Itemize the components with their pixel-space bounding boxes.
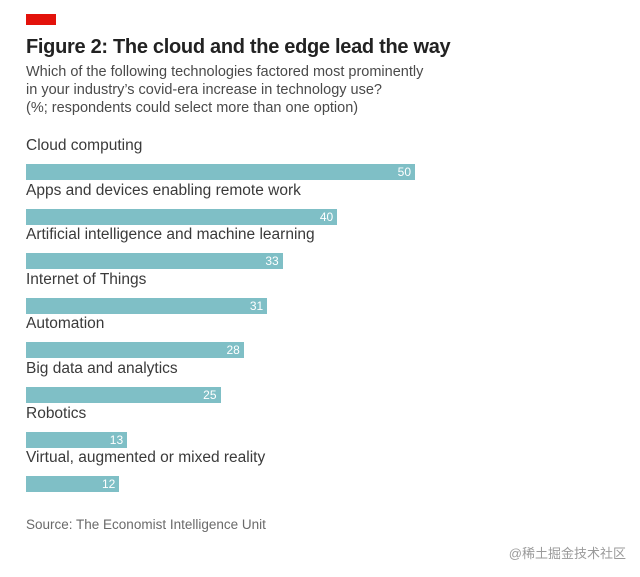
chart-title: Figure 2: The cloud and the edge lead th… (26, 36, 451, 58)
bar-value-label: 31 (249, 298, 264, 313)
bar-value-label: 25 (203, 388, 217, 402)
bar-value-label: 12 (102, 477, 116, 492)
source-note: Source: The Economist Intelligence Unit (26, 517, 266, 532)
subtitle-line-2: in your industry’s covid-era increase in… (26, 82, 382, 98)
bar: 50 (26, 164, 415, 180)
subtitle-line-1: Which of the following technologies fact… (26, 64, 424, 80)
category-label: Virtual, augmented or mixed reality (26, 449, 266, 467)
category-label: Artificial intelligence and machine lear… (26, 226, 315, 244)
bar: 31 (26, 297, 268, 314)
bar: 13 (26, 431, 128, 448)
bar: 12 (26, 476, 120, 493)
watermark: @稀土掘金技术社区 (508, 546, 626, 561)
chart-subtitle: Which of the following technologies fact… (26, 63, 446, 117)
bar-value-label: 33 (265, 254, 279, 269)
brand-red-tag (26, 14, 56, 25)
bar-value-label: 40 (319, 209, 334, 224)
bar: 28 (26, 342, 244, 359)
category-label: Apps and devices enabling remote work (26, 181, 301, 199)
category-label: Cloud computing (26, 137, 143, 154)
category-label: Big data and analytics (26, 360, 178, 377)
category-label: Robotics (26, 404, 87, 422)
bar-value-label: 13 (109, 432, 124, 447)
subtitle-line-3: (%; respondents could select more than o… (26, 100, 359, 116)
bar: 40 (26, 208, 338, 225)
category-label: Automation (26, 315, 105, 333)
bar-value-label: 50 (397, 165, 411, 179)
bar-value-label: 28 (226, 343, 240, 358)
category-label: Internet of Things (26, 270, 147, 288)
bar: 25 (26, 387, 221, 403)
bar: 33 (26, 253, 283, 270)
